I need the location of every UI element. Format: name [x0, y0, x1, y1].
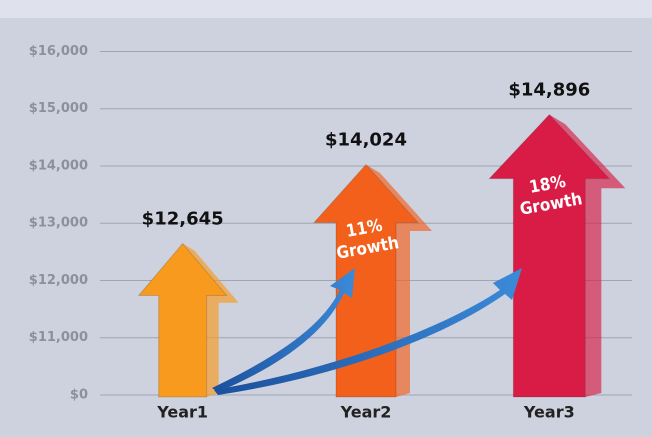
growth-arrow: [212, 268, 355, 392]
arrow: [137, 242, 228, 398]
value-label: $14,024: [325, 130, 407, 151]
y-tick-label: $16,000: [29, 44, 88, 59]
y-tick-label: $15,000: [29, 101, 88, 116]
x-tick-label: Year1: [156, 403, 208, 422]
x-tick-label: Year2: [340, 403, 392, 422]
arrow-side: [549, 114, 626, 397]
arrow-side: [182, 243, 239, 397]
value-label: $14,896: [508, 80, 590, 101]
growth-arrows: [212, 268, 522, 395]
top-band: [0, 0, 652, 18]
plot: $0 $11,000 $12,000 $13,000 $14,000 $15,000 $16…: [29, 44, 632, 422]
y-tick-label: $12,000: [29, 273, 88, 288]
y-tick-label: $0: [70, 388, 88, 403]
arrow-side: [366, 164, 432, 397]
y-tick-label: $13,000: [29, 216, 88, 231]
arrow: [312, 163, 420, 398]
y-tick-label: $14,000: [29, 158, 88, 173]
arrow: [488, 113, 611, 398]
x-tick-label: Year3: [523, 403, 575, 422]
y-tick-label: $11,000: [29, 330, 88, 345]
value-label: $12,645: [142, 209, 224, 230]
